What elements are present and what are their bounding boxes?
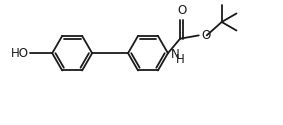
Text: HO: HO (11, 47, 29, 60)
Text: O: O (177, 4, 186, 17)
Text: O: O (202, 29, 211, 42)
Text: H: H (176, 53, 185, 66)
Text: N: N (171, 48, 180, 61)
